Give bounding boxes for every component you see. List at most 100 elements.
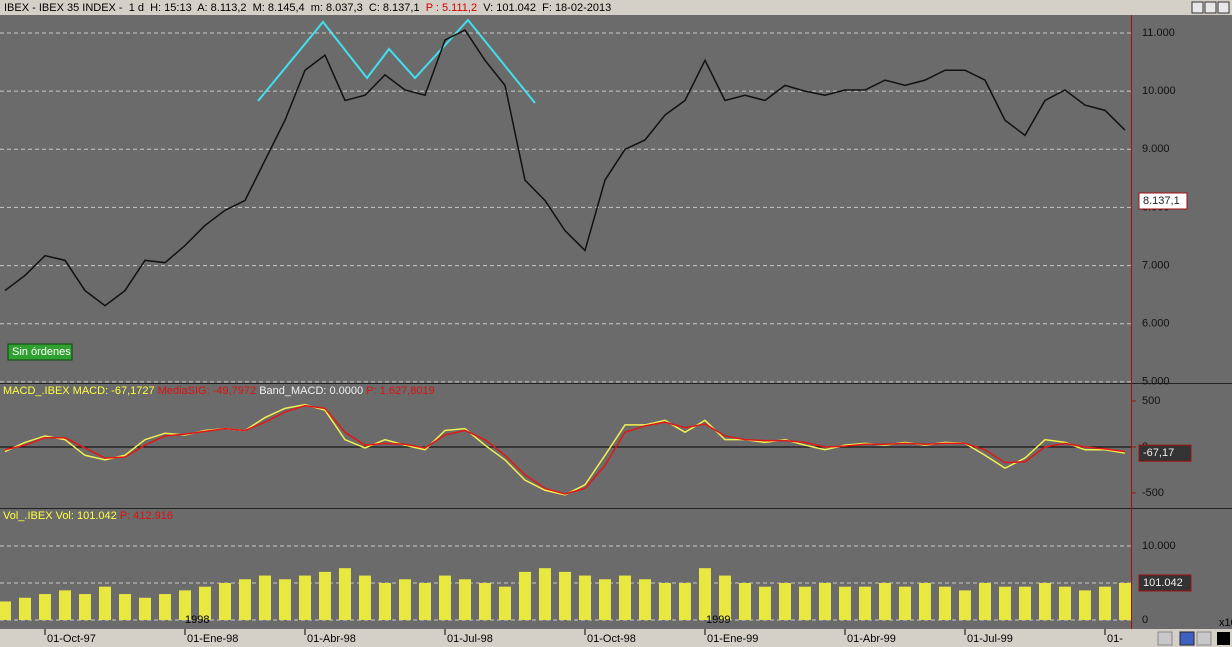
volume-bar [199, 586, 211, 620]
volume-bar [779, 582, 791, 620]
close-button[interactable] [1217, 1, 1230, 14]
y-tick-label: 9.000 [1142, 143, 1170, 155]
volume-bar [639, 579, 651, 620]
header-segment: Band_MACD: 0.0000 [259, 385, 366, 397]
volume-bar [159, 594, 171, 620]
header-segment: MACD_.IBEX MACD: -67,1727 [3, 385, 158, 397]
y-tick-label: 10.000 [1142, 85, 1176, 97]
last-value-label: 101.042 [1143, 577, 1183, 589]
x-tick-label: 01-Oct-98 [587, 633, 636, 645]
volume-bar [999, 586, 1011, 620]
volume-bar [899, 586, 911, 620]
volume-bar [499, 586, 511, 620]
scale-note: x10 [1219, 617, 1232, 629]
y-tick-label: 5.000 [1142, 376, 1170, 388]
x-tick-label: 01-Jul-99 [967, 633, 1013, 645]
last-value-box [1138, 444, 1192, 462]
volume-bar [459, 579, 471, 620]
volume-bar [139, 597, 151, 620]
volume-bar [539, 568, 551, 620]
volume-bar [799, 586, 811, 620]
volume-bar [119, 594, 131, 620]
volume-bar [1059, 586, 1071, 620]
last-value-label: 8.137,1 [1143, 195, 1180, 207]
volume-bar [679, 582, 691, 620]
volume-bar [979, 582, 991, 620]
x-tick-label: 01-Ene-99 [707, 633, 758, 645]
pattern-annotation [257, 18, 536, 104]
y-tick-label: 10.000 [1142, 540, 1176, 552]
volume-bar [959, 590, 971, 620]
y-tick-label: -500 [1142, 487, 1164, 499]
volume-bar [99, 586, 111, 620]
volume-bar [339, 568, 351, 620]
header-text: Vol_.IBEX Vol: 101.042 P: 412.916 [3, 510, 173, 522]
y-tick-label: 6.000 [1142, 318, 1170, 330]
year-label: 1998 [185, 614, 209, 626]
y-tick-label: 11.000 [1142, 27, 1175, 39]
volume-bar [859, 586, 871, 620]
volume-bar [1039, 582, 1051, 620]
volume-bar [759, 586, 771, 620]
x-tick-label: 01-Ene-98 [187, 633, 238, 645]
volume-bar [79, 594, 91, 620]
volume-bar [579, 575, 591, 620]
volume-bar [1099, 586, 1111, 620]
volume-bar [939, 586, 951, 620]
header-text: IBEX - IBEX 35 INDEX - 1 d H: 15:13 A: 8… [4, 2, 611, 14]
status-label: Sin órdenes [12, 346, 71, 358]
x-axis-bar [0, 629, 1232, 647]
volume-bar [699, 568, 711, 620]
y-tick-label: 500 [1142, 395, 1160, 407]
volume-bar [1019, 586, 1031, 620]
icon-button[interactable] [1196, 631, 1212, 646]
color-button[interactable] [1217, 632, 1230, 645]
volume-bar [319, 571, 331, 620]
volume-bar [519, 571, 531, 620]
volume-bar [219, 582, 231, 620]
icon-button[interactable] [1157, 631, 1173, 646]
save-button[interactable] [1179, 631, 1195, 646]
header-text: MACD_.IBEX MACD: -67,1727 MediaSIG: -49,… [3, 385, 435, 397]
volume-bar [479, 582, 491, 620]
volume-bar [1119, 582, 1131, 620]
maximize-button[interactable] [1204, 1, 1217, 14]
header-segment: Vol_.IBEX Vol: 101.042 [3, 510, 120, 522]
y-tick-label: 0 [1142, 614, 1148, 626]
price-line [4, 29, 1126, 307]
header-segment: V: 101.042 F: 18-02-2013 [480, 2, 611, 14]
title-bar [0, 0, 1232, 15]
volume-bar [719, 575, 731, 620]
volume-bar [359, 575, 371, 620]
x-tick-label: 01-Abr-99 [847, 633, 896, 645]
price-line [4, 404, 1126, 495]
volume-bar [419, 582, 431, 620]
volume-bar [19, 597, 31, 620]
minimize-button[interactable] [1191, 1, 1204, 14]
volume-bar [559, 571, 571, 620]
volume-bar [279, 579, 291, 620]
price-line [4, 403, 1126, 496]
y-tick-label: 7.000 [1142, 259, 1170, 271]
volume-bar [259, 575, 271, 620]
window-buttons[interactable] [1191, 1, 1230, 14]
header-segment: P: 1.627,8019 [366, 385, 435, 397]
volume-bar [399, 579, 411, 620]
volume-bar [299, 575, 311, 620]
volume-bar [179, 590, 191, 620]
volume-bar [839, 586, 851, 620]
volume-bar [1079, 590, 1091, 620]
header-segment: P : 5.111,2 [423, 2, 481, 14]
last-value-box [1138, 192, 1188, 210]
volume-bar [239, 579, 251, 620]
volume-bar [819, 582, 831, 620]
last-value-label: -67,17 [1143, 447, 1174, 459]
header-segment: P: 412.916 [120, 510, 173, 522]
x-tick-label: 01-Jul-98 [447, 633, 493, 645]
year-label: 1999 [706, 614, 730, 626]
x-tick-label: 01-Abr-98 [307, 633, 356, 645]
x-tick-label: 01-Oct-97 [47, 633, 96, 645]
volume-bar [0, 601, 11, 620]
